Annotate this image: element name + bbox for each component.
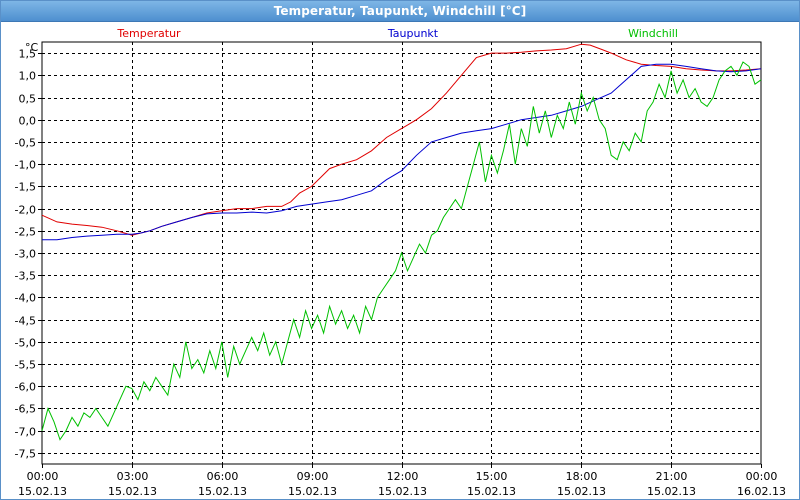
y-tick-label: -3,5 [15, 270, 36, 283]
y-tick-label: 0,0 [19, 115, 37, 128]
y-axis-unit: °C [25, 41, 39, 54]
series-line-temperatur [41, 43, 762, 236]
y-tick-label: -5,5 [15, 359, 36, 372]
y-tick-label: 0,5 [19, 93, 37, 106]
series-line-taupunkt [42, 63, 762, 241]
x-tick-date-label: 15.02.13 [18, 485, 67, 498]
y-tick-label: -6,5 [15, 403, 36, 416]
x-tick-date-label: 15.02.13 [647, 485, 696, 498]
x-tick-time-label: 21:00 [656, 470, 688, 483]
series-line-windchill [41, 61, 762, 441]
x-tick-date-label: 15.02.13 [467, 485, 516, 498]
y-tick-label: -7,0 [15, 426, 36, 439]
y-tick-label: -1,5 [15, 181, 36, 194]
x-tick-time-label: 15:00 [476, 470, 508, 483]
x-tick-date-label: 16.02.13 [737, 485, 786, 498]
x-tick-date-label: 15.02.13 [378, 485, 427, 498]
y-tick-label: -3,0 [15, 248, 36, 261]
x-tick-time-label: 18:00 [566, 470, 598, 483]
x-tick-time-label: 12:00 [387, 470, 419, 483]
legend-taupunkt: Taupunkt [387, 27, 439, 40]
y-tick-label: -5,0 [15, 337, 36, 350]
y-tick-label: -4,0 [15, 292, 36, 305]
x-tick-time-label: 03:00 [117, 470, 149, 483]
x-tick-date-label: 15.02.13 [198, 485, 247, 498]
y-tick-label: -6,0 [15, 381, 36, 394]
y-tick-label: -4,5 [15, 315, 36, 328]
y-tick-label: 1,5 [19, 48, 37, 61]
y-tick-label: -7,5 [15, 448, 36, 461]
legend-temperatur: Temperatur [116, 27, 181, 40]
legend-windchill: Windchill [628, 27, 678, 40]
x-tick-date-label: 15.02.13 [557, 485, 606, 498]
x-tick-time-label: 00:00 [746, 470, 778, 483]
x-tick-time-label: 00:00 [27, 470, 59, 483]
x-tick-time-label: 09:00 [297, 470, 329, 483]
y-tick-label: -2,0 [15, 204, 36, 217]
y-tick-label: -0,5 [15, 137, 36, 150]
x-tick-date-label: 15.02.13 [288, 485, 337, 498]
y-tick-label: -2,5 [15, 226, 36, 239]
window-title: Temperatur, Taupunkt, Windchill [°C] [1, 1, 799, 22]
y-tick-label: -1,0 [15, 159, 36, 172]
x-tick-time-label: 06:00 [207, 470, 239, 483]
y-tick-label: 1,0 [19, 70, 37, 83]
x-tick-date-label: 15.02.13 [108, 485, 157, 498]
